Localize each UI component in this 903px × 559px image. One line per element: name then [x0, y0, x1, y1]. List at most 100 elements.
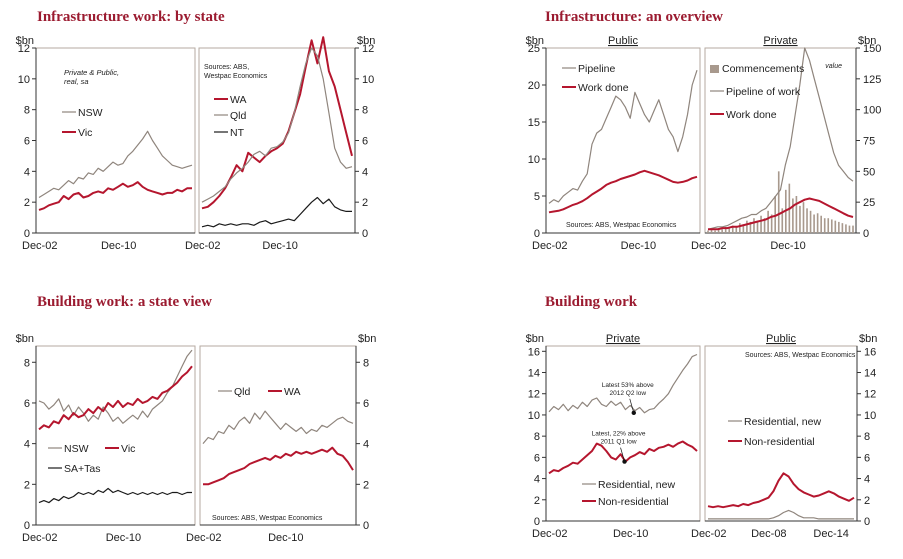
building-state-right-line-qld: [202, 410, 354, 444]
building-private-y-tick-label: 10: [528, 410, 540, 422]
building-private-y-tick-label: 0: [534, 516, 540, 528]
infra-overview-private-note: value: [825, 63, 842, 70]
building-state-right-legend-label-qld: Qld: [234, 386, 251, 398]
building-state-left-y-tick-label: 8: [24, 357, 30, 369]
building-private-annotation-leader: [629, 398, 635, 413]
title-building-work: Building work: [545, 294, 638, 310]
infra-overview-private-bar-commencements: [838, 221, 840, 233]
building-public-y-tick-label: 16: [864, 346, 876, 358]
building-private-line-residential-new: [548, 353, 698, 414]
building-private-y-tick-label: 4: [534, 474, 540, 486]
infra-overview-public-y-tick-label: 15: [528, 117, 540, 129]
infra-overview-private-bar-commencements: [830, 219, 833, 233]
infra-overview-private-y-tick-label: 150: [863, 43, 881, 55]
infra-overview-public-panel-title: Public: [608, 35, 638, 47]
infra-state-left-note: real, sa: [64, 77, 89, 86]
infra-overview-private-y-tick-label: 50: [863, 166, 875, 178]
infra-overview-public-legend-label-pipeline: Pipeline: [578, 63, 616, 75]
infra-overview-private-bar-commencements: [739, 223, 741, 233]
infra-state-right-y-tick-label: 0: [362, 228, 368, 240]
building-private-annotation-leader: [620, 447, 625, 462]
building-public-line-residential-new: [708, 509, 854, 520]
infra-overview-private-bar-commencements: [707, 230, 709, 233]
infra-state-left-y-tick-label: 8: [24, 105, 30, 117]
infra-overview-public-x-tick-label: Dec-02: [532, 240, 567, 252]
building-state-right-frame: [199, 345, 357, 526]
infra-overview-private-x-tick-label: Dec-02: [691, 240, 726, 252]
infra-overview-private-bar-commencements: [781, 208, 784, 233]
building-state-left-line-vic: [38, 365, 193, 431]
infra-overview-private-bar-commencements: [763, 218, 766, 233]
building-private-y-unit: $bn: [526, 333, 544, 345]
infra-overview-private-legend-label-work-done: Work done: [726, 109, 777, 121]
building-state-left-frame: [35, 345, 196, 526]
infra-state-left-legend-label-nsw: NSW: [78, 107, 103, 119]
building-state-left-y-tick-label: 2: [24, 479, 30, 491]
building-state-right-y-tick-label: 4: [363, 439, 369, 451]
infra-overview-private-bar-commencements: [742, 224, 745, 233]
infra-state-left-y-unit: $bn: [16, 35, 34, 47]
infra-overview-public-y-tick-label: 10: [528, 154, 540, 166]
infra-overview-private-y-tick-label: 125: [863, 74, 881, 86]
infra-state-left-x-tick-label: Dec-10: [101, 240, 136, 252]
building-private-legend-label-residential-new: Residential, new: [598, 479, 675, 491]
infra-state-right-y-tick-label: 2: [362, 197, 368, 209]
infra-state-right-y-unit: $bn: [357, 35, 375, 47]
building-state-right-y-unit: $bn: [358, 333, 376, 345]
infra-overview-public-y-tick-label: 20: [528, 80, 540, 92]
building-public-y-tick-label: 4: [864, 474, 870, 486]
infra-overview-private-x-tick-label: Dec-10: [770, 240, 805, 252]
infra-overview-private-bar-commencements: [845, 224, 847, 233]
building-state-right-y-tick-label: 8: [363, 357, 369, 369]
building-private-y-tick-label: 6: [534, 452, 540, 464]
building-public-y-tick-label: 0: [864, 516, 870, 528]
building-state-left-legend-label-sa-tas: SA+Tas: [64, 463, 100, 475]
infra-state-left-y-tick-label: 2: [24, 197, 30, 209]
infra-state-right-y-tick-label: 6: [362, 136, 368, 148]
infra-overview-private-bar-commencements: [767, 210, 769, 233]
building-public-y-tick-label: 2: [864, 495, 870, 507]
infra-state-right-legend-label-nt: NT: [230, 127, 245, 139]
building-public-line-non-residential: [707, 472, 855, 509]
infra-overview-private-bar-commencements: [710, 229, 713, 233]
infra-state-left-y-tick-label: 0: [24, 228, 30, 240]
building-public-legend-label-non-residential: Non-residential: [744, 436, 815, 448]
infra-overview-private-bar-commencements: [756, 220, 759, 233]
infra-state-left-y-tick-label: 6: [24, 136, 30, 148]
building-public-y-tick-label: 8: [864, 431, 870, 443]
infra-overview-private-bar-commencements: [792, 198, 794, 233]
building-state-left-x-tick-label: Dec-10: [106, 532, 141, 544]
infra-overview-private-bar-commencements: [806, 208, 808, 233]
infra-overview-private-y-unit: $bn: [858, 35, 876, 47]
infra-overview-public-frame: [545, 47, 701, 234]
infra-overview-private-bar-commencements: [724, 226, 727, 233]
building-state-left-x-tick-label: Dec-02: [22, 532, 57, 544]
infra-state-right-note: Westpac Economics: [204, 73, 268, 80]
infra-state-left-line-nsw: [38, 130, 193, 199]
building-state-right-x-tick-label: Dec-10: [268, 532, 303, 544]
building-public-x-tick-label: Dec-02: [691, 528, 726, 540]
infra-overview-public-x-tick-label: Dec-10: [621, 240, 656, 252]
infra-overview-private-bar-commencements: [746, 220, 748, 233]
infra-overview-private-legend-swatch-commencements: [710, 65, 719, 73]
infra-overview-private-legend-label-commencements: Commencements: [722, 63, 804, 75]
infra-state-right-y-tick-label: 12: [362, 43, 374, 55]
infra-state-right-x-tick-label: Dec-02: [185, 240, 220, 252]
infra-overview-private-bar-commencements: [795, 196, 798, 233]
infra-overview-public-y-tick-label: 25: [528, 43, 540, 55]
building-public-x-tick-label: Dec-14: [813, 528, 848, 540]
building-state-right-x-tick-label: Dec-02: [186, 532, 221, 544]
title-infrastructure-by-state: Infrastructure work: by state: [37, 9, 225, 25]
infra-overview-private-line-pipeline-of-work: [707, 47, 854, 230]
infra-state-right-line-qld: [201, 47, 353, 203]
building-public-x-tick-label: Dec-08: [751, 528, 786, 540]
building-public-legend-label-residential-new: Residential, new: [744, 416, 821, 428]
infra-state-right-line-wa: [201, 36, 353, 210]
infra-overview-private-bar-commencements: [802, 202, 805, 233]
infra-overview-public-y-tick-label: 5: [534, 191, 540, 203]
infra-state-left-line-vic: [38, 181, 192, 211]
building-public-y-tick-label: 10: [864, 410, 876, 422]
infra-overview-private-bar-commencements: [717, 228, 720, 233]
infra-state-left-legend-label-vic: Vic: [78, 127, 92, 139]
